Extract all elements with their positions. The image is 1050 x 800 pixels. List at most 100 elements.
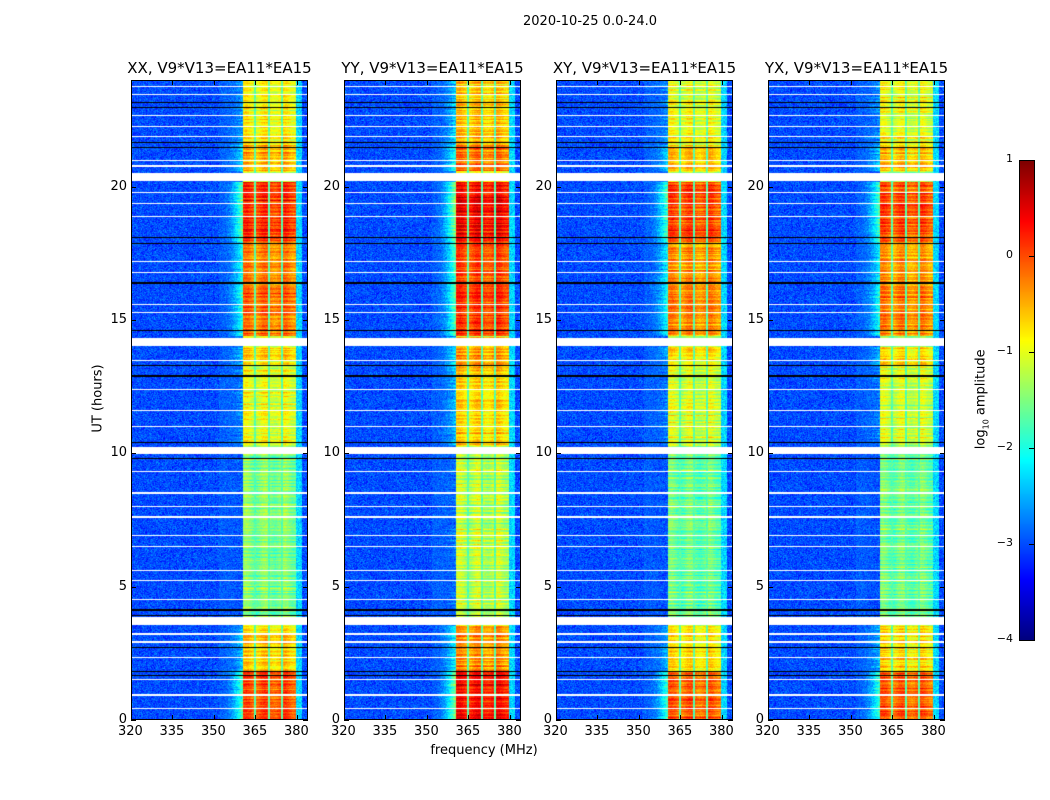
y-tick-label: 0 (755, 712, 764, 727)
colorbar-tick-label: −3 (996, 536, 1013, 549)
colorbar-tick-label: −1 (996, 344, 1013, 357)
colorbar-tick-mark (1029, 352, 1034, 353)
x-tick-mark (556, 80, 557, 85)
y-tick-mark (131, 320, 136, 321)
y-tick-mark (303, 320, 308, 321)
x-tick-mark (892, 715, 894, 720)
x-tick-mark (638, 80, 640, 85)
panel-title: XX, V9*V13=EA11*EA15 (127, 59, 312, 77)
y-tick-mark (303, 453, 308, 455)
y-tick-mark (556, 453, 561, 455)
x-tick-label: 380 (708, 724, 734, 739)
y-tick-mark (768, 320, 773, 321)
x-tick-mark (468, 80, 470, 85)
y-tick-mark (303, 720, 308, 721)
heatmap-image (132, 81, 307, 719)
y-tick-mark (556, 586, 561, 588)
x-tick-mark (933, 715, 935, 720)
y-tick-label: 0 (331, 712, 340, 727)
y-tick-label: 5 (543, 578, 552, 594)
y-tick-mark (728, 186, 733, 188)
x-tick-mark (255, 715, 257, 720)
x-tick-mark (597, 715, 599, 720)
y-tick-mark (728, 720, 733, 721)
y-tick-mark (344, 586, 349, 588)
x-tick-mark (556, 715, 557, 720)
heatmap-panel-1 (344, 80, 521, 720)
x-tick-mark (850, 80, 852, 85)
colorbar-label-rest: amplitude (973, 349, 989, 420)
colorbar-gradient (1020, 161, 1034, 640)
y-tick-mark (516, 186, 521, 188)
colorbar-tick-mark (1029, 256, 1034, 257)
y-tick-mark (344, 720, 349, 721)
x-tick-label: 320 (118, 724, 143, 739)
y-tick-label: 0 (543, 712, 552, 727)
colorbar-tick-label: −4 (996, 632, 1013, 645)
x-tick-mark (172, 715, 174, 720)
y-tick-mark (131, 586, 136, 588)
x-tick-mark (768, 80, 769, 85)
x-tick-label: 335 (584, 724, 610, 739)
x-tick-mark (597, 80, 599, 85)
y-tick-mark (768, 186, 773, 188)
y-tick-label: 15 (110, 312, 127, 327)
x-tick-mark (768, 715, 769, 720)
colorbar-tick-mark (1029, 448, 1034, 449)
y-tick-label: 20 (323, 178, 340, 194)
x-tick-mark (255, 80, 257, 85)
y-tick-mark (131, 453, 136, 455)
x-tick-mark (344, 715, 345, 720)
y-tick-label: 10 (323, 445, 340, 461)
x-tick-mark (850, 715, 852, 720)
y-tick-mark (768, 720, 773, 721)
x-tick-mark (131, 80, 132, 85)
y-tick-mark (728, 453, 733, 455)
heatmap-image (557, 81, 732, 719)
x-tick-mark (680, 715, 682, 720)
x-tick-label: 365 (879, 724, 905, 739)
x-tick-mark (721, 80, 723, 85)
panel-title: XY, V9*V13=EA11*EA15 (552, 59, 737, 77)
y-tick-mark (940, 586, 945, 588)
x-axis-label: frequency (MHz) (430, 743, 538, 758)
colorbar (1019, 160, 1035, 641)
y-tick-mark (728, 320, 733, 321)
x-tick-mark (296, 80, 298, 85)
y-tick-mark (940, 320, 945, 321)
y-tick-mark (940, 453, 945, 455)
y-tick-mark (303, 586, 308, 588)
y-tick-label: 20 (747, 178, 764, 194)
x-tick-label: 335 (159, 724, 185, 739)
colorbar-tick-label: −2 (996, 440, 1013, 453)
x-tick-label: 350 (413, 724, 439, 739)
x-tick-mark (131, 715, 132, 720)
colorbar-tick-mark (1029, 160, 1034, 161)
y-tick-mark (768, 586, 773, 588)
y-tick-mark (728, 586, 733, 588)
x-tick-mark (296, 715, 298, 720)
y-tick-label: 10 (110, 445, 127, 461)
y-tick-label: 20 (535, 178, 552, 194)
figure-title: 2020-10-25 0.0-24.0 (523, 14, 657, 29)
colorbar-tick-mark (1029, 544, 1034, 545)
y-tick-mark (516, 586, 521, 588)
x-tick-label: 365 (455, 724, 481, 739)
y-tick-label: 15 (747, 312, 764, 327)
x-tick-mark (385, 715, 387, 720)
heatmap-image (769, 81, 944, 719)
colorbar-label-sub: 10 (981, 419, 991, 430)
x-tick-mark (468, 715, 470, 720)
x-tick-mark (809, 80, 811, 85)
y-tick-mark (556, 320, 561, 321)
x-tick-mark (809, 715, 811, 720)
x-tick-label: 320 (543, 724, 568, 739)
y-tick-mark (344, 320, 349, 321)
x-tick-label: 365 (242, 724, 268, 739)
y-tick-mark (940, 186, 945, 188)
colorbar-tick-label: 0 (1006, 248, 1013, 261)
y-tick-label: 5 (118, 578, 127, 594)
x-tick-mark (721, 715, 723, 720)
x-tick-mark (509, 715, 511, 720)
